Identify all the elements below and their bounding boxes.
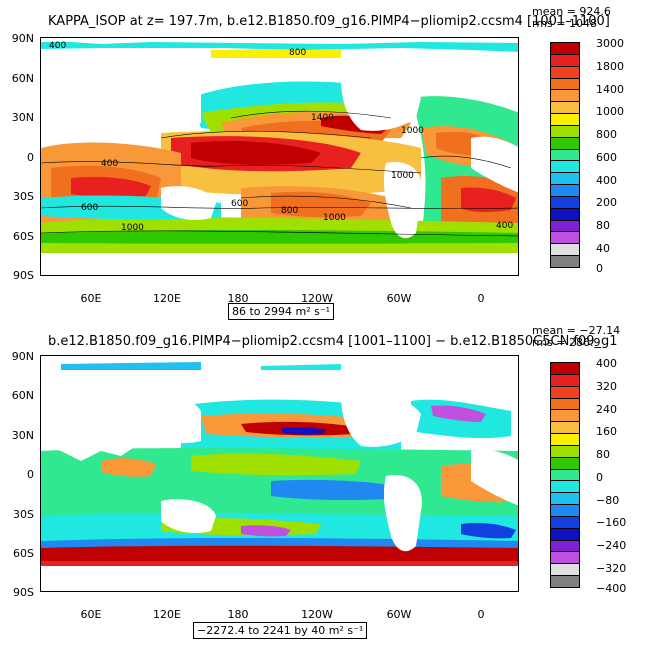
top-colorbar-label: 3000 bbox=[596, 37, 624, 50]
top-mean: mean = 924.6 bbox=[532, 5, 611, 18]
bottom-title: b.e12.B1850.f09_g16.PIMP4−pliomip2.ccsm4… bbox=[48, 334, 618, 349]
bottom-lon-label: 60W bbox=[386, 608, 412, 621]
bottom-lat-label: 90S bbox=[13, 586, 34, 599]
contour-label: 400 bbox=[49, 41, 66, 51]
bottom-colorbar-label: 160 bbox=[596, 425, 617, 438]
contour-label: 1000 bbox=[401, 126, 424, 136]
top-colorbar-label: 800 bbox=[596, 128, 617, 141]
top-colorbar-label: 1800 bbox=[596, 60, 624, 73]
top-lat-label: 90N bbox=[11, 32, 34, 45]
bottom-lat-label: 60S bbox=[13, 547, 34, 560]
top-colorbar-label: 80 bbox=[596, 219, 610, 232]
contour-label: 600 bbox=[231, 199, 248, 209]
bottom-map bbox=[40, 355, 519, 592]
top-lon-label: 0 bbox=[477, 292, 485, 305]
contour-label: 1000 bbox=[391, 171, 414, 181]
top-lat-label: 60N bbox=[11, 72, 34, 85]
bottom-colorbar-label: 320 bbox=[596, 380, 617, 393]
bottom-lat-label: 30S bbox=[13, 508, 34, 521]
bottom-lat-label: 90N bbox=[11, 350, 34, 363]
contour-label: 400 bbox=[101, 159, 118, 169]
top-lat-label: 0 bbox=[27, 151, 34, 164]
contour-label: 600 bbox=[81, 203, 98, 213]
bottom-lon-label: 120W bbox=[301, 608, 333, 621]
top-lon-label: 120E bbox=[153, 292, 181, 305]
bottom-range-box: −2272.4 to 2241 by 40 m² s⁻¹ bbox=[193, 622, 368, 639]
bottom-lat-label: 60N bbox=[11, 389, 34, 402]
top-map: 400 800 400 1400 1000 600 600 800 1000 1… bbox=[40, 37, 519, 276]
bottom-colorbar-label: −320 bbox=[596, 562, 627, 575]
bottom-lon-label: 180 bbox=[227, 608, 249, 621]
top-lon-label: 60W bbox=[386, 292, 412, 305]
contour-label: 1000 bbox=[323, 213, 346, 223]
contour-label: 400 bbox=[496, 221, 513, 231]
contour-label: 1400 bbox=[311, 113, 334, 123]
top-lon-label: 120W bbox=[301, 292, 333, 305]
bottom-colorbar-label: 0 bbox=[596, 471, 603, 484]
top-lat-label: 30S bbox=[13, 190, 34, 203]
bottom-colorbar-label: 80 bbox=[596, 448, 610, 461]
top-colorbar-label: 40 bbox=[596, 242, 610, 255]
bottom-mean: mean = −27.14 bbox=[532, 324, 621, 337]
top-colorbar-label: 1400 bbox=[596, 83, 624, 96]
top-colorbar-label: 1000 bbox=[596, 105, 624, 118]
top-colorbar-label: 0 bbox=[596, 262, 603, 275]
bottom-colorbar-label: −400 bbox=[596, 582, 627, 595]
top-range-box: 86 to 2994 m² s⁻¹ bbox=[228, 303, 335, 320]
top-lat-label: 30N bbox=[11, 111, 34, 124]
top-lon-label: 180 bbox=[227, 292, 249, 305]
bottom-colorbar-label: −240 bbox=[596, 539, 627, 552]
bottom-lon-label: 0 bbox=[477, 608, 485, 621]
bottom-lat-label: 30N bbox=[11, 429, 34, 442]
bottom-rms: rms = 286.9 bbox=[532, 336, 601, 349]
bottom-colorbar-label: 400 bbox=[596, 357, 617, 370]
top-lat-label: 90S bbox=[13, 269, 34, 282]
top-lat-label: 60S bbox=[13, 230, 34, 243]
bottom-lon-label: 120E bbox=[153, 608, 181, 621]
top-lon-label: 60E bbox=[80, 292, 102, 305]
bottom-colorbar: 400 320 240 160 80 0 −80 −160 −240 −320 … bbox=[550, 357, 640, 595]
contour-label: 800 bbox=[289, 48, 306, 58]
contour-label: 800 bbox=[281, 206, 298, 216]
contour-label: 1000 bbox=[121, 223, 144, 233]
top-rms: rms = 1048 bbox=[532, 17, 597, 30]
bottom-lat-label: 0 bbox=[27, 468, 34, 481]
top-title: KAPPA_ISOP at z= 197.7m, b.e12.B1850.f09… bbox=[48, 14, 610, 29]
bottom-colorbar-label: −80 bbox=[596, 494, 620, 507]
bottom-colorbar-swatch bbox=[550, 575, 580, 588]
top-map-svg: 400 800 400 1400 1000 600 600 800 1000 1… bbox=[41, 38, 518, 275]
bottom-colorbar-label: 240 bbox=[596, 403, 617, 416]
top-colorbar-label: 600 bbox=[596, 151, 617, 164]
top-colorbar-label: 200 bbox=[596, 196, 617, 209]
top-colorbar: 3000 1800 1400 1000 800 600 400 200 80 4… bbox=[550, 37, 640, 275]
bottom-map-svg bbox=[41, 356, 518, 591]
bottom-lon-label: 60E bbox=[80, 608, 102, 621]
top-colorbar-label: 400 bbox=[596, 174, 617, 187]
top-colorbar-swatch bbox=[550, 255, 580, 268]
bottom-colorbar-label: −160 bbox=[596, 516, 627, 529]
